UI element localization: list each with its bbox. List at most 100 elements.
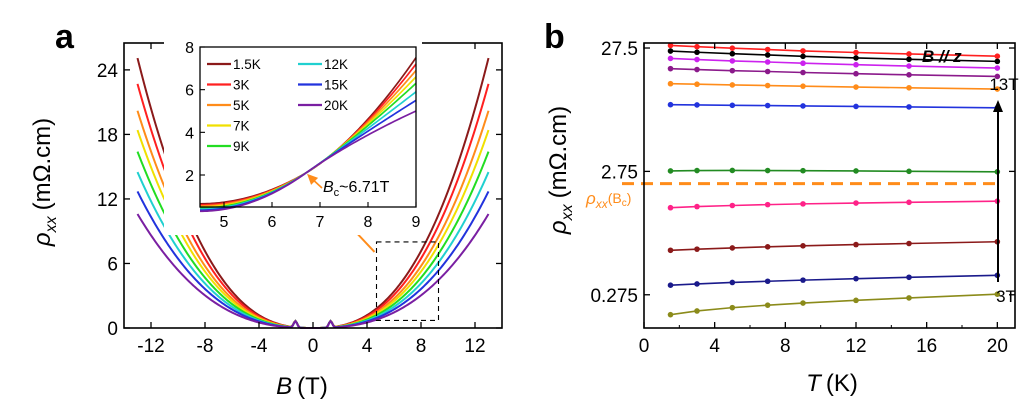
point-5T (906, 240, 912, 247)
point-12T (853, 55, 859, 61)
point-13T (906, 51, 912, 57)
point-9T (994, 86, 1001, 92)
inset-y-tick-label: 4 (185, 125, 194, 142)
point-5T (667, 247, 674, 254)
point-10T (667, 65, 674, 72)
point-12T (729, 50, 736, 57)
panel-a-ylabel-symbol: ρ (29, 232, 56, 247)
curve-3T (670, 293, 998, 316)
panel-a-xlabel-symbol: B (276, 373, 292, 400)
point-3T (853, 297, 859, 304)
point-4T (667, 282, 674, 288)
point-9T (800, 83, 806, 89)
point-6T (694, 203, 700, 210)
inset-ticks: 5 6 7 8 9 2 4 6 8 (185, 40, 420, 231)
inset-chart: 5 6 7 8 9 2 4 6 8 1.5K 3K 5K 7K 9K 12K 15K 20K Bc~6.71T (164, 39, 422, 235)
x-tick-label: 16 (916, 336, 937, 357)
point-12T (800, 53, 806, 60)
inset-y-tick-label: 6 (185, 83, 194, 100)
point-5T (694, 246, 700, 252)
curve-8T (670, 103, 998, 109)
point-12T (994, 58, 1001, 65)
panel-a-ylabel-unit: (mΩ.cm) (29, 118, 56, 211)
point-4T (694, 281, 700, 287)
point-5T (800, 243, 806, 249)
point-9T (764, 82, 771, 89)
panel-b-xlabel-symbol: T (806, 370, 823, 397)
point-11T (694, 56, 700, 63)
point-10T (994, 73, 1001, 80)
x-tick-label: 12 (464, 336, 485, 357)
point-11T (764, 59, 771, 65)
y-tick-label: 18 (97, 125, 118, 146)
panel-a-ylabel: ρxx (mΩ.cm) (29, 118, 60, 247)
point-6T (729, 202, 736, 209)
inset-x-tick-label: 8 (364, 214, 373, 231)
panel-b-ylabel-symbol: ρ (545, 220, 572, 235)
x-tick-label: 0 (639, 336, 650, 357)
point-11T (800, 60, 806, 67)
y-tick-label: 0.275 (590, 286, 638, 307)
inset-y-tick-label: 8 (185, 40, 194, 57)
panel-a-xlabel: B (T) (276, 373, 328, 400)
point-8T (764, 102, 771, 109)
inset-x-tick-label: 7 (316, 214, 325, 231)
inset-x-tick-label: 5 (220, 214, 229, 231)
point-11T (906, 63, 912, 69)
curve-4T (670, 274, 998, 286)
point-6T (906, 199, 912, 206)
point-13T (764, 46, 771, 53)
panel-b-ylabel: ρxx (mΩ.cm) (545, 106, 576, 235)
y-tick-label: 12 (97, 190, 118, 211)
panel-label-b: b (544, 18, 565, 56)
point-3T (800, 300, 806, 306)
legend-label-12K: 12K (324, 57, 348, 72)
x-tick-label: 8 (780, 336, 791, 357)
x-tick-label: -4 (251, 336, 268, 357)
panel-label-a: a (55, 18, 75, 56)
curve-5T (670, 240, 998, 252)
point-12T (764, 52, 771, 58)
panel-a-xlabel-unit: (T) (297, 373, 328, 400)
point-3T (906, 295, 912, 301)
point-5T (853, 241, 859, 248)
point-7T (729, 167, 736, 174)
curve-12T (670, 50, 998, 63)
legend-label-7K: 7K (233, 119, 250, 134)
x-tick-label: 4 (362, 336, 373, 357)
panel-b-chart: 0 4 8 12 16 20 27.5 2.75 0.275 B // z 13T 3T ρxx… (545, 39, 1019, 397)
panel-b-ylabel-sub: xx (559, 203, 576, 221)
legend-label-9K: 9K (233, 139, 250, 154)
curve-9T (670, 82, 998, 90)
y-tick-label: 0 (107, 319, 118, 340)
point-7T (906, 168, 912, 175)
panel-b-xlabel: T (K) (806, 370, 858, 397)
point-9T (729, 82, 736, 88)
point-6T (764, 201, 771, 208)
point-3T (729, 304, 736, 311)
point-8T (694, 102, 700, 108)
point-13T (667, 42, 674, 49)
x-tick-label: -12 (137, 336, 164, 357)
y-tick-label: 24 (97, 61, 119, 82)
curve-11T (670, 57, 998, 69)
point-11T (853, 61, 859, 68)
point-4T (853, 275, 859, 282)
point-5T (764, 244, 771, 250)
point-10T (764, 68, 771, 75)
legend-label-5K: 5K (233, 98, 250, 113)
point-12T (667, 48, 674, 54)
x-tick-label: 4 (709, 336, 720, 357)
panel-b-ticks: 0 4 8 12 16 20 27.5 2.75 0.275 (590, 39, 1015, 357)
point-8T (800, 103, 806, 109)
point-8T (729, 102, 736, 109)
arrow-bottom-label: 3T (996, 287, 1016, 306)
inset-x-tick-label: 9 (412, 214, 421, 231)
point-9T (694, 81, 700, 88)
point-8T (667, 101, 674, 108)
inset-legend: 1.5K 3K 5K 7K 9K 12K 15K 20K (207, 57, 348, 154)
point-9T (667, 80, 674, 87)
point-7T (764, 167, 771, 174)
